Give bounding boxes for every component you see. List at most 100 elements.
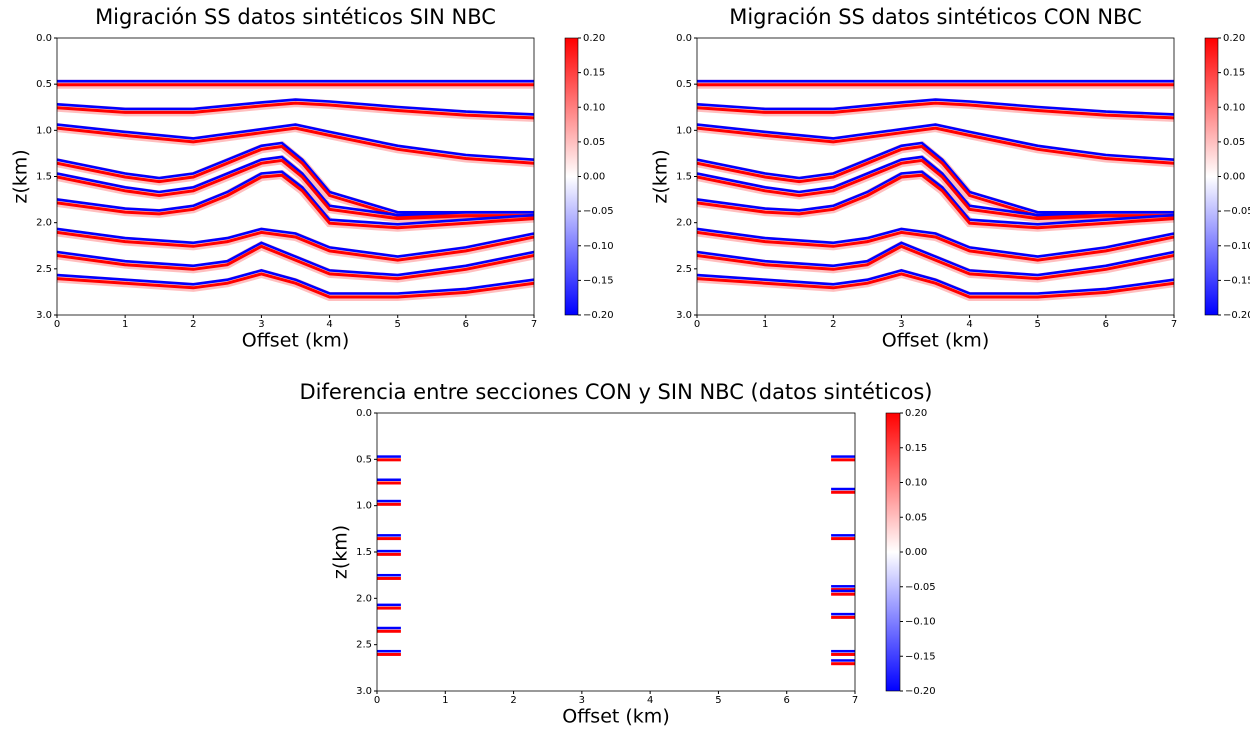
- y-tick-label: 1.0: [36, 125, 52, 136]
- colorbar-tick-label: 0.05: [905, 512, 927, 523]
- edge-artifact-negative: [831, 455, 855, 458]
- reflector-negative: [697, 141, 1174, 214]
- reflector-negative: [57, 269, 534, 295]
- y-tick-label: 1.5: [676, 172, 692, 183]
- colorbar-tick-label: −0.20: [1223, 310, 1250, 321]
- edge-artifact-positive: [377, 481, 401, 485]
- edge-artifact-positive: [831, 458, 855, 462]
- reflector-positive: [57, 158, 534, 221]
- edge-artifact-positive: [377, 576, 401, 580]
- y-tick-label: 3.0: [356, 686, 372, 697]
- x-tick-label: 6: [463, 319, 469, 330]
- reflector-positive: [57, 244, 534, 281]
- colorbar-tick-label: 0.20: [1223, 33, 1245, 44]
- y-tick-label: 2.0: [36, 218, 52, 229]
- colorbar-tick-label: −0.05: [1223, 206, 1250, 217]
- y-tick-label: 2.0: [356, 593, 372, 604]
- edge-artifact-positive: [377, 606, 401, 610]
- edge-artifact-negative: [377, 534, 401, 537]
- edge-artifact-positive: [377, 458, 401, 462]
- y-tick-label: 1.0: [356, 501, 372, 512]
- edge-artifact-positive: [831, 592, 855, 596]
- colorbar-tick-label: 0.15: [583, 68, 605, 79]
- edge-artifact-negative: [831, 589, 855, 593]
- edge-artifact-negative: [377, 455, 401, 458]
- edge-artifact-positive: [831, 490, 855, 494]
- x-tick-label: 4: [647, 695, 653, 706]
- x-tick-label: 6: [1103, 319, 1109, 330]
- colorbar-tick-label: 0.20: [905, 408, 927, 419]
- reflector-positive: [57, 272, 534, 299]
- colorbar-tick-label: −0.20: [583, 310, 614, 321]
- y-axis-label: z(km): [650, 149, 672, 203]
- edge-artifact-negative: [377, 499, 401, 503]
- reflector-negative: [57, 227, 534, 258]
- y-tick-label: 0.0: [676, 33, 692, 44]
- y-tick-label: 3.0: [676, 310, 692, 321]
- edge-artifact-negative: [377, 626, 401, 630]
- reflector-negative: [697, 123, 1174, 161]
- x-tick-label: 2: [190, 319, 196, 330]
- x-tick-label: 5: [715, 695, 721, 706]
- plot-area: [697, 79, 1174, 301]
- colorbar-tick-label: −0.20: [905, 686, 936, 697]
- reflector-positive: [57, 173, 534, 230]
- edge-artifact-positive: [831, 615, 855, 619]
- x-tick-label: 3: [898, 319, 904, 330]
- edge-artifact-negative: [831, 649, 855, 653]
- y-tick-label: 0.5: [676, 79, 692, 90]
- x-tick-label: 5: [1035, 319, 1041, 330]
- colorbar-tick-label: 0.10: [905, 478, 927, 489]
- reflector-positive: [697, 244, 1174, 281]
- colorbar-tick-label: 0.10: [1223, 102, 1245, 113]
- reflector-negative: [697, 98, 1174, 116]
- edge-artifact-positive: [831, 662, 855, 666]
- colorbar-tick-label: 0.20: [583, 33, 605, 44]
- reflector-positive: [697, 272, 1174, 299]
- x-tick-label: 3: [258, 319, 264, 330]
- edge-artifact-positive: [377, 652, 401, 656]
- x-tick-label: 4: [966, 319, 972, 330]
- reflector-positive: [697, 126, 1174, 165]
- colorbar-tick-label: 0.15: [905, 443, 927, 454]
- reflector-positive: [697, 230, 1174, 262]
- edge-artifact-negative: [377, 573, 401, 577]
- colorbar: [564, 37, 579, 316]
- x-axis-label: Offset (km): [882, 330, 989, 352]
- colorbar: [1204, 37, 1219, 316]
- edge-artifact-negative: [831, 534, 855, 537]
- y-tick-label: 2.5: [356, 640, 372, 651]
- y-tick-label: 3.0: [36, 310, 52, 321]
- y-tick-label: 0.0: [36, 33, 52, 44]
- edge-artifact-negative: [377, 603, 401, 607]
- x-tick-label: 7: [852, 695, 858, 706]
- x-tick-label: 0: [694, 319, 700, 330]
- reflector-positive: [57, 126, 534, 165]
- reflector-negative: [57, 155, 534, 217]
- x-tick-label: 2: [830, 319, 836, 330]
- edge-artifact-negative: [377, 549, 401, 553]
- y-axis-label: z(km): [330, 525, 352, 579]
- x-axis-label: Offset (km): [242, 330, 349, 352]
- reflector-negative: [697, 155, 1174, 217]
- y-tick-label: 2.0: [676, 218, 692, 229]
- reflector-negative: [697, 241, 1174, 277]
- x-tick-label: 1: [122, 319, 128, 330]
- x-axis-label: Offset (km): [562, 706, 669, 728]
- edge-artifact-negative: [831, 659, 855, 662]
- colorbar-tick-label: 0.15: [1223, 68, 1245, 79]
- x-tick-label: 7: [531, 319, 537, 330]
- colorbar-tick-label: −0.05: [583, 206, 614, 217]
- y-tick-label: 1.0: [676, 125, 692, 136]
- chart-title: Migración SS datos sintéticos SIN NBC: [95, 5, 496, 29]
- colorbar-tick-label: 0.10: [583, 102, 605, 113]
- reflector-positive: [57, 230, 534, 262]
- reflector-positive: [697, 158, 1174, 221]
- edge-artifact-positive: [831, 652, 855, 656]
- reflector-negative: [57, 123, 534, 161]
- edge-artifact-negative: [377, 478, 401, 481]
- x-tick-label: 4: [326, 319, 332, 330]
- x-tick-label: 1: [442, 695, 448, 706]
- reflector-negative: [57, 141, 534, 214]
